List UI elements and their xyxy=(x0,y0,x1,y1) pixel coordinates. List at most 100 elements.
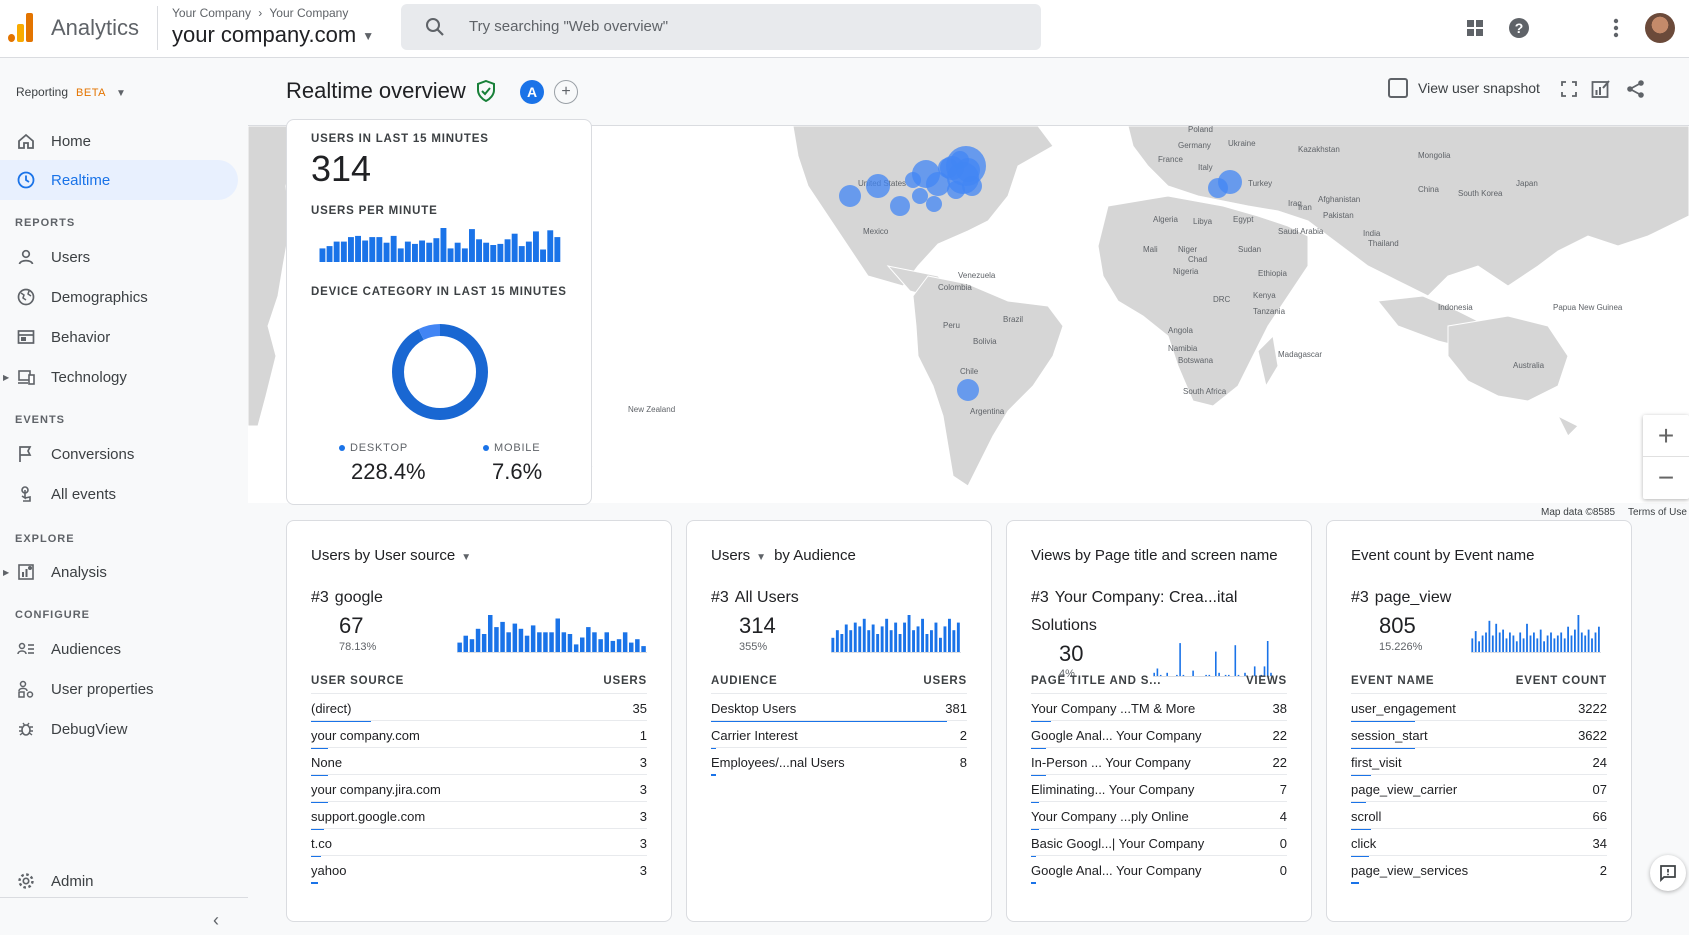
sidebar-item-realtime[interactable]: Realtime xyxy=(0,160,238,200)
table-row[interactable]: Your Company ...ply Online 4 xyxy=(1031,801,1287,830)
reporting-selector[interactable]: Reporting BETA ▼ xyxy=(16,85,126,99)
add-comparison-icon[interactable]: + xyxy=(554,80,578,104)
sidebar-item-all-events[interactable]: All events xyxy=(0,474,238,514)
table-row[interactable]: None 3 xyxy=(311,747,647,776)
device-category-donut[interactable] xyxy=(388,320,492,424)
sidebar-item-technology[interactable]: ▶ Technology xyxy=(0,357,238,397)
card-title[interactable]: Users by User source ▼ xyxy=(311,547,471,564)
table-row[interactable]: user_engagement 3222 xyxy=(1351,693,1607,722)
row-value: 8 xyxy=(959,755,967,770)
users-by-audience-card: Users ▼ by Audience #3 All Users 314 355% A… xyxy=(686,520,992,922)
table-row[interactable]: first_visit 24 xyxy=(1351,747,1607,776)
table-row[interactable]: scroll 66 xyxy=(1351,801,1607,830)
per-minute-bar xyxy=(383,242,390,262)
table-row[interactable]: Google Anal... Your Company 22 xyxy=(1031,720,1287,749)
sidebar-item-analysis[interactable]: ▶ Analysis xyxy=(0,552,238,592)
analytics-logo-icon[interactable] xyxy=(6,12,36,42)
user-avatar[interactable] xyxy=(1645,13,1675,43)
sidebar-item-home[interactable]: Home xyxy=(0,121,238,161)
map-terms-link[interactable]: Terms of Use xyxy=(1628,507,1687,518)
sparkline-bar xyxy=(1263,666,1266,677)
row-share-bar xyxy=(311,801,328,803)
map-country-label: Afghanistan xyxy=(1318,195,1360,204)
rank-percent: 15.226% xyxy=(1379,641,1423,653)
sparkline-chart[interactable] xyxy=(1153,639,1273,677)
users-per-minute-chart[interactable] xyxy=(319,226,561,262)
fullscreen-icon[interactable] xyxy=(1558,78,1580,100)
sparkline-bar xyxy=(840,634,844,653)
sidebar-item-admin[interactable]: Admin xyxy=(0,861,238,901)
user-location-bubble xyxy=(866,174,890,198)
sparkline-bar xyxy=(1481,635,1484,653)
sparkline-bar xyxy=(1166,672,1168,677)
table-row[interactable]: Your Company ...TM & More 38 xyxy=(1031,693,1287,722)
more-vert-icon[interactable] xyxy=(1603,15,1629,41)
sparkline-bar xyxy=(1515,641,1518,653)
row-label: Basic Googl...| Your Company xyxy=(1031,836,1205,851)
table-row[interactable]: (direct) 35 xyxy=(311,693,647,722)
per-minute-bar xyxy=(461,248,468,262)
table-row[interactable]: Desktop Users 381 xyxy=(711,693,967,722)
sparkline-bar xyxy=(616,639,622,653)
table-row[interactable]: support.google.com 3 xyxy=(311,801,647,830)
table-row[interactable]: your company.jira.com 3 xyxy=(311,774,647,803)
sidebar-item-behavior[interactable]: Behavior xyxy=(0,317,238,357)
sparkline-chart[interactable] xyxy=(831,613,961,653)
sidebar-item-users[interactable]: Users xyxy=(0,237,238,277)
zoom-in-button[interactable]: + xyxy=(1643,415,1689,457)
feedback-button[interactable] xyxy=(1650,855,1686,891)
table-row[interactable]: page_view_services 2 xyxy=(1351,855,1607,884)
view-user-snapshot-button[interactable]: View user snapshot xyxy=(1388,78,1540,98)
table-row[interactable]: Carrier Interest 2 xyxy=(711,720,967,749)
customize-report-icon[interactable] xyxy=(1590,78,1612,100)
help-icon[interactable]: ? xyxy=(1506,15,1532,41)
table-row[interactable]: yahoo 3 xyxy=(311,855,647,884)
map-country-label: South Africa xyxy=(1183,387,1227,396)
row-label: Google Anal... Your Company xyxy=(1031,863,1202,878)
sparkline-chart[interactable] xyxy=(1471,613,1601,653)
comparison-avatar[interactable]: A xyxy=(520,80,544,104)
sidebar-item-debugview[interactable]: DebugView xyxy=(0,709,238,749)
table-row[interactable]: t.co 3 xyxy=(311,828,647,857)
metric-dropdown[interactable]: Users xyxy=(711,547,751,564)
sidebar-item-user-properties[interactable]: User properties xyxy=(0,669,238,709)
table-row[interactable]: Employees/...nal Users 8 xyxy=(711,747,967,776)
table-row[interactable]: page_view_carrier 07 xyxy=(1351,774,1607,803)
card-title[interactable]: Users ▼ by Audience xyxy=(711,547,856,564)
table-row[interactable]: Basic Googl...| Your Company 0 xyxy=(1031,828,1287,857)
sparkline-bar xyxy=(1587,629,1590,653)
sparkline-bar xyxy=(894,622,898,653)
sparkline-bar xyxy=(921,618,924,653)
table-row[interactable]: In-Person ... Your Company 22 xyxy=(1031,747,1287,776)
property-selector[interactable]: your company.com ▼ xyxy=(172,22,374,48)
sidebar-item-audiences[interactable]: Audiences xyxy=(0,629,238,669)
user-location-bubble xyxy=(912,188,928,204)
table-row[interactable]: click 34 xyxy=(1351,828,1607,857)
table-row[interactable]: session_start 3622 xyxy=(1351,720,1607,749)
card-title: Views by Page title and screen name xyxy=(1031,547,1278,564)
table-row[interactable]: Eliminating... Your Company 7 xyxy=(1031,774,1287,803)
row-label: your company.jira.com xyxy=(311,782,441,797)
expand-arrow-icon[interactable]: ▶ xyxy=(3,567,10,577)
sidebar-item-conversions[interactable]: Conversions xyxy=(0,434,238,474)
share-icon[interactable] xyxy=(1625,78,1647,100)
sparkline-bar xyxy=(952,630,956,653)
account-breadcrumb[interactable]: Your Company › Your Company xyxy=(172,6,348,20)
card-rank: #3 google xyxy=(311,584,383,612)
dropdown-arrow-icon: ▼ xyxy=(756,552,767,563)
row-share-bar xyxy=(311,882,318,884)
sparkline-bar xyxy=(1260,674,1262,677)
sparkline-bar xyxy=(1182,674,1185,677)
sidebar-item-demographics[interactable]: Demographics xyxy=(0,277,238,317)
table-row[interactable]: Google Anal... Your Company 0 xyxy=(1031,855,1287,884)
table-row[interactable]: your company.com 1 xyxy=(311,720,647,749)
sparkline-chart[interactable] xyxy=(457,613,647,653)
sparkline-bar xyxy=(1498,632,1501,653)
expand-arrow-icon[interactable]: ▶ xyxy=(3,372,10,382)
apps-grid-icon[interactable] xyxy=(1462,15,1488,41)
zoom-out-button[interactable]: − xyxy=(1657,462,1675,493)
collapse-sidebar-icon[interactable]: ‹ xyxy=(213,910,219,930)
search-bar[interactable]: Try searching "Web overview" xyxy=(401,4,1041,50)
desktop-legend: DESKTOP xyxy=(339,442,408,454)
sparkline-bar xyxy=(635,639,640,653)
